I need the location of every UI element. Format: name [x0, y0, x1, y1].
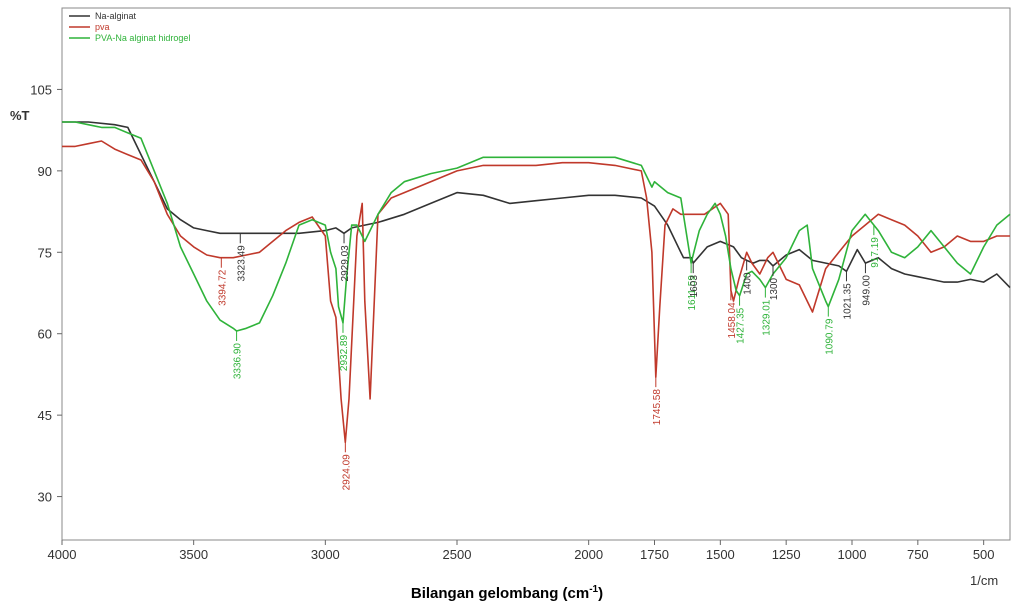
peak-label: 1745.58	[652, 389, 663, 426]
peak-label: 1090.79	[824, 318, 835, 355]
legend-label: pva	[95, 22, 110, 32]
peak-label: 1458.04	[727, 302, 738, 339]
series-layer	[62, 121, 1011, 444]
peak-label: 1400	[743, 272, 754, 295]
series-line-2	[62, 121, 1011, 332]
peak-label: 3394.72	[217, 269, 228, 306]
x-tick-label: 1250	[772, 547, 801, 562]
x-title-prefix: Bilangan gelombang (cm	[410, 585, 590, 602]
x-title-sup: -1	[589, 584, 599, 595]
peak-label: 1300	[769, 277, 780, 300]
x-title-suffix: )	[598, 585, 604, 602]
axes: 4000 3500 3000 2500 2000 1750 1500 1250 1000 750 5…	[30, 82, 994, 562]
x-tick-label: 2500	[443, 547, 472, 562]
peak-label: 2929.03	[340, 245, 351, 282]
x-tick-label: 750	[907, 547, 929, 562]
legend-label: Na-alginat	[95, 11, 137, 21]
x-tick-label: 3000	[311, 547, 340, 562]
x-tick-label: 1000	[838, 547, 867, 562]
peak-label: 2924.09	[341, 454, 352, 491]
y-tick-label: 90	[38, 164, 52, 179]
y-tick-label: 105	[30, 82, 52, 97]
x-axis-title: Bilangan gelombang (cm-1)	[0, 584, 1014, 602]
x-tick-label: 1750	[640, 547, 669, 562]
peak-label: 2932.89	[339, 334, 350, 371]
legend-label: PVA-Na alginat hidrogel	[95, 33, 190, 43]
peak-label: 1603	[689, 275, 700, 298]
peak-label: 3336.90	[233, 343, 244, 380]
y-tick-label: 75	[38, 245, 52, 260]
x-axis-unit: 1/cm	[970, 573, 998, 588]
y-tick-label: 30	[38, 490, 52, 505]
series-line-1	[62, 140, 1010, 444]
peak-label: 3323.49	[236, 245, 247, 282]
x-tick-label: 2000	[574, 547, 603, 562]
peak-label: 1021.35	[842, 283, 853, 320]
x-tick-label: 1500	[706, 547, 735, 562]
peak-label: 949.00	[861, 275, 872, 306]
y-tick-label: 45	[38, 408, 52, 423]
x-tick-label: 500	[973, 547, 995, 562]
peak-label: 1329.01	[761, 299, 772, 336]
series-line-0	[62, 121, 1011, 289]
peak-label: 917.19	[870, 237, 881, 268]
plot-frame	[61, 7, 1011, 541]
annotation-layer: 3394.72 3323.49 3336.90 2929.03 2932.89 2924.…	[217, 225, 881, 490]
x-tick-label: 4000	[48, 547, 77, 562]
peak-label: 1611.59	[687, 275, 698, 311]
y-axis-label: %T	[10, 108, 30, 123]
x-tick-label: 3500	[179, 547, 208, 562]
peak-label: 1427.35	[736, 307, 747, 344]
y-tick-label: 60	[38, 327, 52, 342]
